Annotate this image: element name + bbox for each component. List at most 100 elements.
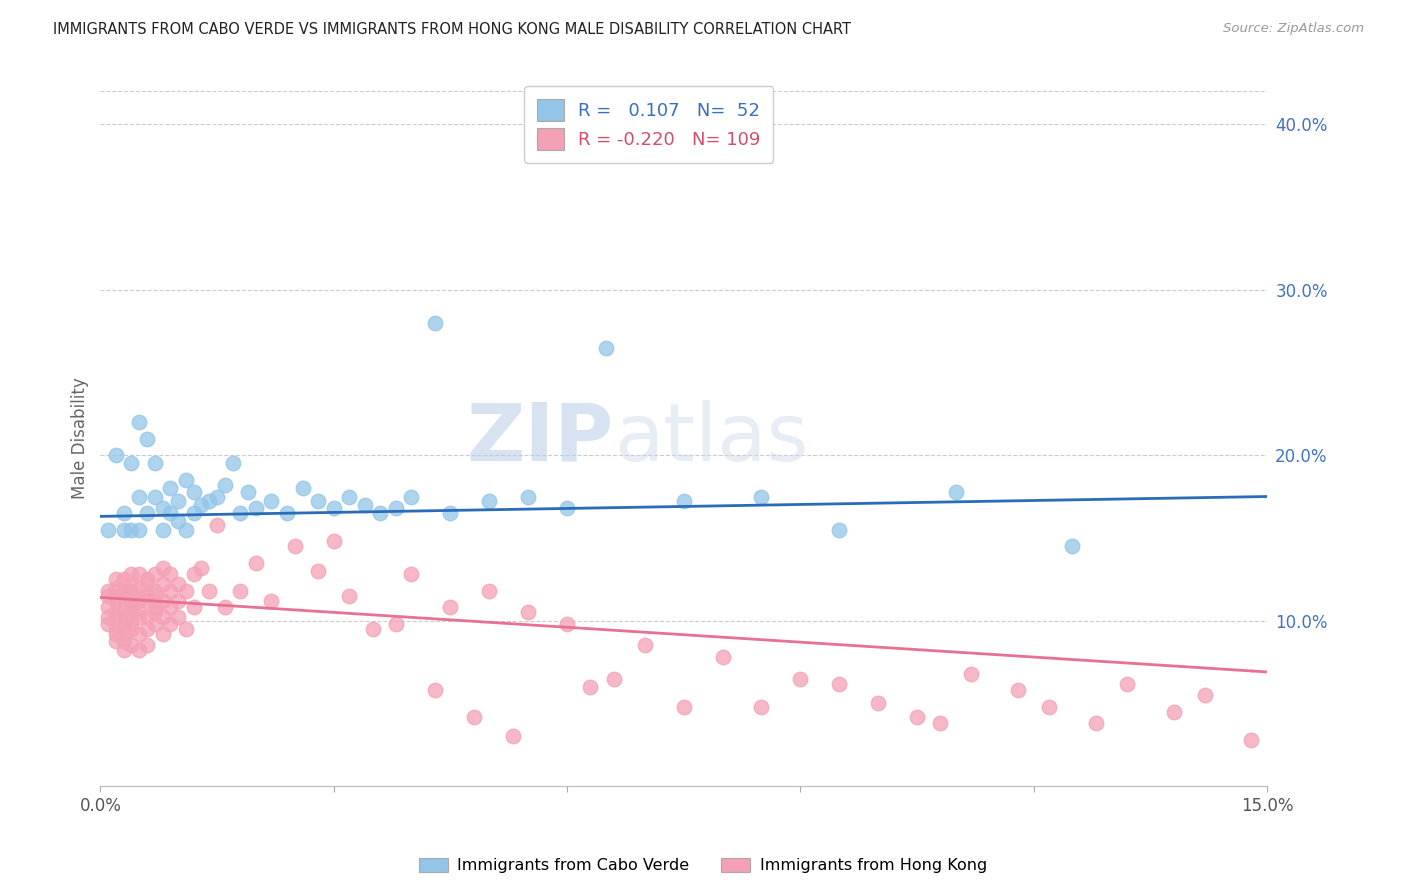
Point (136, 610, 159, 624)
Point (128, 606, 150, 620)
Point (423, 683, 446, 698)
Point (337, 490, 360, 504)
Point (905, 709, 928, 723)
Point (229, 506, 252, 520)
Point (478, 494, 501, 508)
Point (120, 457, 142, 471)
Point (751, 699, 773, 714)
Point (1194, 688, 1216, 702)
Point (672, 699, 695, 714)
Point (112, 523, 135, 537)
Point (104, 610, 127, 624)
Point (120, 583, 142, 598)
Point (120, 577, 142, 591)
Point (128, 643, 150, 657)
Point (112, 600, 135, 615)
Point (97, 617, 120, 632)
Point (136, 589, 159, 603)
Point (517, 490, 540, 504)
Point (183, 600, 205, 615)
Point (152, 560, 174, 574)
Point (401, 567, 423, 582)
Point (167, 610, 190, 624)
Point (322, 501, 344, 516)
Point (152, 501, 174, 516)
Point (183, 567, 205, 582)
Point (143, 589, 166, 603)
Point (711, 650, 734, 665)
Point (198, 583, 221, 598)
Point (104, 581, 127, 595)
Point (152, 627, 174, 641)
Point (1084, 716, 1107, 731)
Point (112, 583, 135, 598)
Point (120, 594, 142, 608)
Point (167, 494, 190, 508)
Point (198, 494, 221, 508)
Point (361, 622, 384, 636)
Point (104, 448, 127, 462)
Point (307, 564, 329, 578)
Point (97, 523, 120, 537)
Point (1038, 699, 1060, 714)
Text: atlas: atlas (613, 400, 808, 477)
Point (128, 610, 150, 624)
Point (368, 506, 391, 520)
Point (595, 341, 617, 355)
Point (190, 498, 212, 512)
Point (385, 617, 408, 632)
Point (423, 316, 446, 330)
Point (214, 478, 236, 492)
Point (97, 610, 120, 624)
Point (789, 672, 811, 686)
Point (104, 633, 127, 648)
Point (152, 594, 174, 608)
Point (291, 481, 314, 495)
Point (463, 709, 485, 723)
Point (751, 490, 773, 504)
Point (143, 583, 166, 598)
Point (167, 514, 190, 528)
Point (143, 617, 166, 632)
Point (104, 589, 127, 603)
Point (1240, 732, 1263, 747)
Point (260, 594, 283, 608)
Point (97, 583, 120, 598)
Text: Source: ZipAtlas.com: Source: ZipAtlas.com (1223, 22, 1364, 36)
Point (929, 716, 952, 731)
Point (828, 523, 851, 537)
Point (385, 501, 408, 516)
Point (152, 523, 174, 537)
Point (152, 577, 174, 591)
Point (112, 627, 135, 641)
Point (112, 506, 135, 520)
Point (174, 583, 197, 598)
Point (136, 622, 159, 636)
Point (439, 506, 461, 520)
Point (555, 501, 578, 516)
Point (174, 622, 197, 636)
Point (128, 567, 150, 582)
Point (120, 567, 142, 582)
Point (439, 600, 461, 615)
Point (112, 589, 135, 603)
Point (128, 594, 150, 608)
Point (143, 600, 166, 615)
Point (236, 484, 259, 499)
Y-axis label: Male Disability: Male Disability (72, 377, 89, 500)
Point (97, 589, 120, 603)
Point (128, 589, 150, 603)
Point (128, 581, 150, 595)
Point (190, 560, 212, 574)
Point (868, 697, 890, 711)
Point (136, 432, 159, 446)
Point (284, 539, 307, 553)
Point (183, 484, 205, 499)
Point (353, 498, 375, 512)
Point (205, 490, 228, 504)
Point (517, 606, 540, 620)
Point (159, 600, 181, 615)
Text: IMMIGRANTS FROM CABO VERDE VS IMMIGRANTS FROM HONG KONG MALE DISABILITY CORRELAT: IMMIGRANTS FROM CABO VERDE VS IMMIGRANTS… (53, 22, 852, 37)
Point (167, 594, 190, 608)
Point (112, 617, 135, 632)
